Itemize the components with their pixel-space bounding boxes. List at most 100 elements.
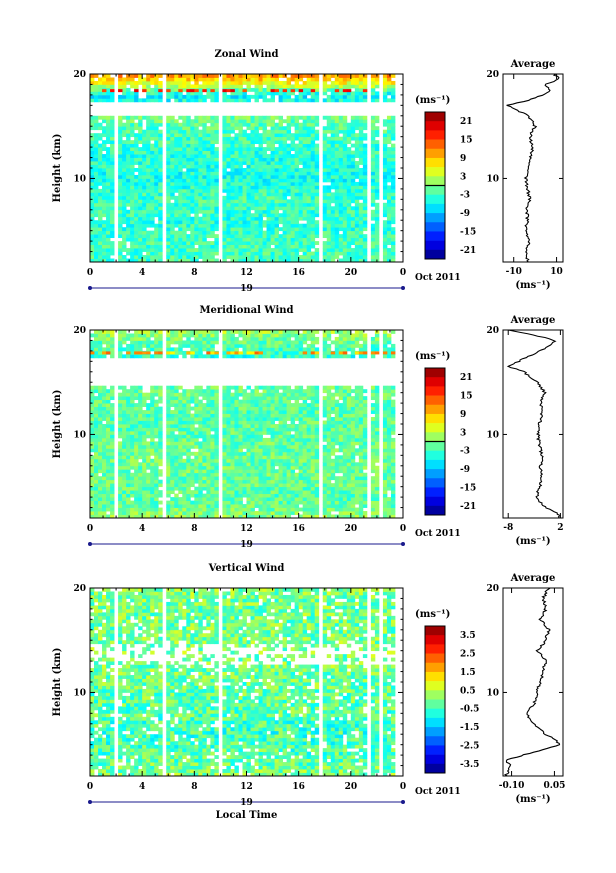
heatmap-cell xyxy=(314,154,320,158)
heatmap-cell xyxy=(234,181,239,186)
heatmap-cell xyxy=(170,458,175,463)
heatmap-cell xyxy=(130,199,135,204)
x-tick-label: 12 xyxy=(240,268,253,278)
heatmap-cell xyxy=(170,417,175,421)
heatmap-cell xyxy=(382,174,388,179)
heatmap-cell xyxy=(214,84,219,89)
heatmap-cell xyxy=(214,234,219,239)
heatmap-cell xyxy=(254,181,259,186)
heatmap-cell xyxy=(282,234,288,239)
heatmap-cell xyxy=(118,350,123,355)
heatmap-cell xyxy=(390,74,396,78)
heatmap-cell xyxy=(226,255,231,259)
heatmap-cell xyxy=(102,396,107,401)
heatmap-cell xyxy=(194,347,199,352)
heatmap-cell xyxy=(234,403,239,407)
heatmap-cell xyxy=(98,237,103,242)
heatmap-cell xyxy=(206,392,211,397)
heatmap-cell xyxy=(186,188,191,193)
heatmap-cell xyxy=(190,122,195,127)
heatmap-cell xyxy=(194,230,199,235)
heatmap-cell xyxy=(174,178,179,183)
heatmap-cell xyxy=(134,216,139,221)
heatmap-cell xyxy=(302,126,308,131)
heatmap-cell xyxy=(138,161,143,165)
heatmap-cell xyxy=(230,455,235,460)
heatmap-cell xyxy=(214,441,219,446)
heatmap-cell xyxy=(282,230,288,235)
heatmap-cell xyxy=(154,133,159,138)
heatmap-cell xyxy=(90,343,95,348)
heatmap-cell xyxy=(390,192,396,197)
heatmap-cell xyxy=(198,237,203,242)
heatmap-cell xyxy=(390,241,396,245)
heatmap-cell xyxy=(202,216,207,221)
heatmap-cell xyxy=(174,441,179,446)
heatmap-cell xyxy=(110,396,115,401)
heatmap-cell xyxy=(222,168,227,172)
heatmap-cell xyxy=(278,216,284,221)
heatmap-cell xyxy=(342,213,348,218)
heatmap-cell xyxy=(202,444,207,449)
heatmap-cell xyxy=(174,94,179,99)
heatmap-cell xyxy=(266,213,271,218)
heatmap-cell xyxy=(326,230,332,235)
heatmap-cell xyxy=(186,136,191,141)
heatmap-cell xyxy=(186,427,191,432)
heatmap-cell xyxy=(98,437,103,442)
heatmap-cell xyxy=(338,143,344,148)
heatmap-cell xyxy=(182,216,187,221)
heatmap-cell xyxy=(298,171,304,176)
heatmap-cell xyxy=(294,126,300,131)
heatmap-cell xyxy=(158,511,163,515)
heatmap-cell xyxy=(222,396,227,401)
heatmap-cell xyxy=(134,147,139,151)
heatmap-cell xyxy=(250,143,255,148)
heatmap-cell xyxy=(146,237,151,242)
heatmap-cell xyxy=(298,213,304,218)
heatmap-cell xyxy=(134,483,139,488)
heatmap-cell xyxy=(126,406,131,411)
heatmap-cell xyxy=(170,234,175,239)
heatmap-cell xyxy=(306,202,312,207)
heatmap-cell xyxy=(382,140,388,145)
heatmap-cell xyxy=(242,230,247,235)
heatmap-cell xyxy=(174,188,179,193)
heatmap-cell xyxy=(134,206,139,211)
heatmap-cell xyxy=(94,343,99,348)
heatmap-cell xyxy=(182,220,187,225)
heatmap-cell xyxy=(198,336,203,341)
heatmap-cell xyxy=(154,237,159,242)
heatmap-cell xyxy=(158,192,163,197)
heatmap-cell xyxy=(146,195,151,200)
heatmap-cell xyxy=(186,91,191,96)
heatmap-cell xyxy=(186,458,191,463)
heatmap-cell xyxy=(146,511,151,515)
heatmap-cell xyxy=(242,174,247,179)
heatmap-cell xyxy=(254,84,259,89)
heatmap-cell xyxy=(122,168,127,172)
heatmap-cell xyxy=(110,437,115,442)
heatmap-cell xyxy=(134,424,139,428)
heatmap-cell xyxy=(370,154,376,158)
heatmap-cell xyxy=(314,258,320,263)
heatmap-cell xyxy=(202,140,207,145)
heatmap-cell xyxy=(202,340,207,345)
heatmap-cell xyxy=(118,216,123,221)
heatmap-cell xyxy=(202,168,207,172)
heatmap-cell xyxy=(102,410,107,414)
heatmap-cell xyxy=(166,213,171,218)
heatmap-cell xyxy=(330,216,336,221)
heatmap-cell xyxy=(354,237,360,242)
heatmap-cell xyxy=(238,213,243,218)
heatmap-cell xyxy=(90,133,95,138)
heatmap-cell xyxy=(154,150,159,155)
heatmap-cell xyxy=(90,434,95,439)
heatmap-cell xyxy=(166,451,171,456)
heatmap-cell xyxy=(134,430,139,435)
heatmap-cell xyxy=(230,410,235,414)
heatmap-cell xyxy=(222,427,227,432)
heatmap-cell xyxy=(182,493,187,498)
heatmap-cell xyxy=(294,220,300,225)
heatmap-cell xyxy=(294,213,300,218)
